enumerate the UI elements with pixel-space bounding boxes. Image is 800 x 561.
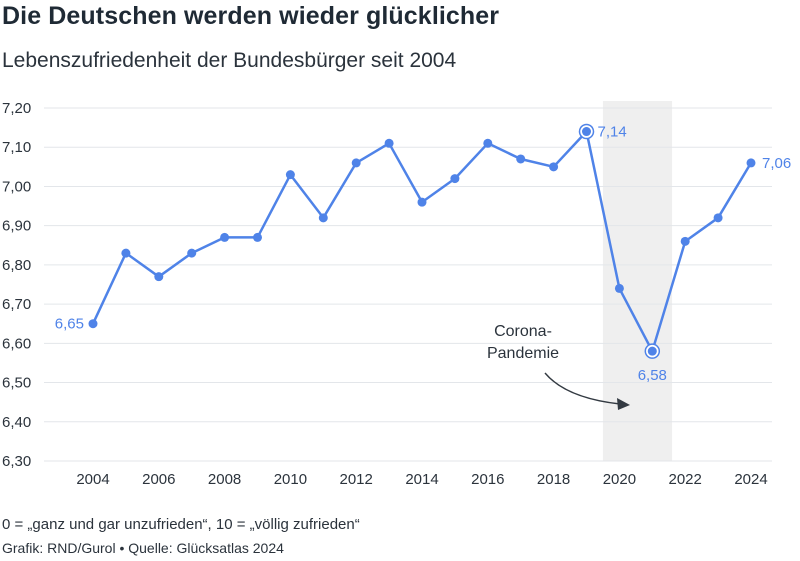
data-point [351, 158, 361, 168]
data-point [417, 197, 427, 207]
y-tick-label: 6,90 [2, 218, 31, 235]
y-tick-label: 7,00 [2, 178, 31, 195]
x-tick-label: 2008 [208, 471, 241, 488]
y-tick-label: 6,40 [2, 414, 31, 431]
data-label: 7,06 [762, 155, 791, 172]
data-point [384, 138, 394, 148]
data-point [450, 174, 460, 184]
data-point [121, 248, 131, 258]
scale-note: 0 = „ganz und gar unzufrieden“, 10 = „vö… [2, 516, 360, 533]
y-tick-label: 6,60 [2, 335, 31, 352]
data-label: 7,14 [598, 124, 627, 141]
data-label: 6,65 [55, 316, 84, 333]
data-point [220, 232, 230, 242]
x-tick-label: 2016 [471, 471, 504, 488]
data-point [253, 232, 262, 242]
pandemic-shaded-band [602, 101, 673, 461]
data-point [285, 170, 295, 180]
x-tick-label: 2024 [734, 471, 767, 488]
chart-subtitle: Lebenszufriedenheit der Bundesbürger sei… [2, 49, 457, 72]
data-point [680, 236, 690, 246]
data-point [549, 162, 559, 172]
x-tick-label: 2010 [274, 471, 307, 488]
data-point [154, 272, 164, 282]
annotation-text: Corona- [494, 323, 552, 340]
chart-title: Die Deutschen werden wieder glücklicher [2, 2, 500, 30]
data-point [647, 346, 657, 356]
source-credit: Grafik: RND/Gurol • Quelle: Glücksatlas … [2, 540, 284, 556]
data-point [187, 248, 197, 258]
y-tick-label: 6,30 [2, 453, 31, 470]
y-tick-label: 6,80 [2, 257, 31, 274]
y-tick-label: 6,70 [2, 296, 31, 313]
y-tick-label: 6,50 [2, 375, 31, 392]
line-chart: 6,30 6,40 6,50 6,60 6,70 6,80 6,90 7,00 7,10 7,20… [2, 100, 791, 488]
annotation-text: Pandemie [487, 345, 559, 362]
data-point [483, 138, 493, 148]
data-point [713, 213, 723, 223]
x-tick-label: 2020 [603, 471, 636, 488]
data-point [582, 127, 591, 137]
x-tick-label: 2014 [405, 471, 438, 488]
data-point [746, 158, 756, 168]
y-tick-label: 7,20 [2, 100, 31, 117]
data-point [318, 213, 328, 223]
annotation-arrow-line [544, 372, 621, 405]
data-label: 6,58 [638, 367, 667, 384]
x-tick-label: 2012 [340, 471, 373, 488]
x-tick-label: 2006 [142, 471, 175, 488]
x-tick-label: 2022 [669, 471, 702, 488]
x-tick-label: 2018 [537, 471, 570, 488]
data-point [88, 319, 98, 329]
x-tick-label: 2004 [76, 471, 109, 488]
y-tick-label: 7,10 [2, 139, 31, 156]
data-point [516, 154, 526, 164]
data-point [614, 283, 624, 293]
annotation-arrowhead [617, 398, 630, 410]
